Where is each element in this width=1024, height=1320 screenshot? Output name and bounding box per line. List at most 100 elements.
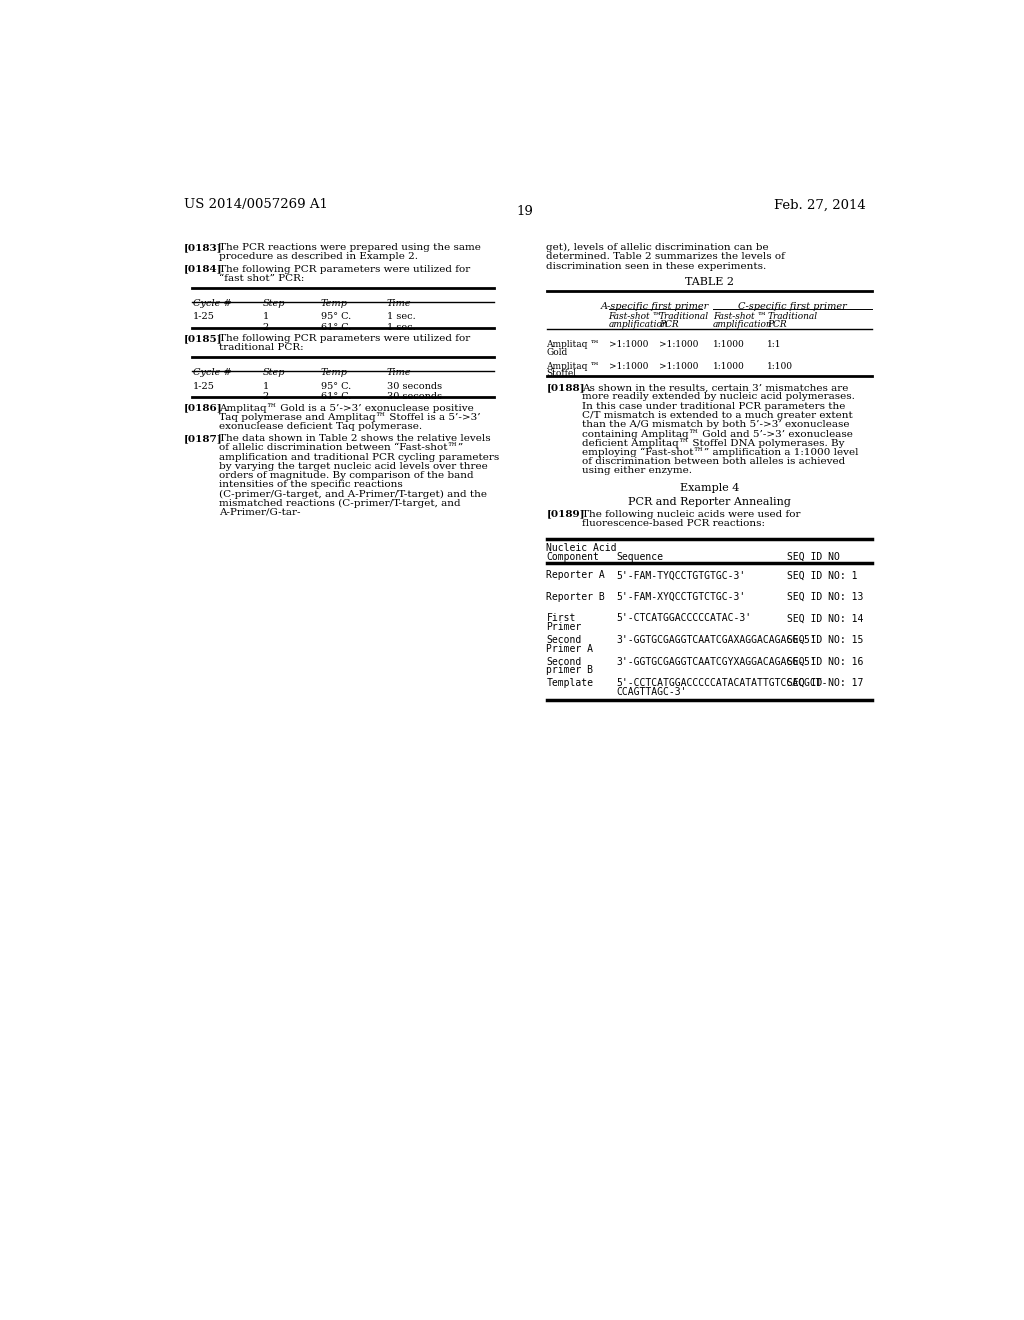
Text: than the A/G mismatch by both 5’->3’ exonuclease: than the A/G mismatch by both 5’->3’ exo… (583, 420, 850, 429)
Text: Example 4: Example 4 (680, 483, 739, 494)
Text: SEQ ID NO: 16: SEQ ID NO: 16 (786, 656, 863, 667)
Text: US 2014/0057269 A1: US 2014/0057269 A1 (183, 198, 328, 211)
Text: Primer: Primer (547, 622, 582, 632)
Text: Traditional: Traditional (658, 313, 709, 321)
Text: Step: Step (263, 368, 286, 376)
Text: 5'-FAM-TYQCCTGTGTGC-3': 5'-FAM-TYQCCTGTGTGC-3' (616, 570, 745, 581)
Text: [0187]: [0187] (183, 434, 222, 444)
Text: exonuclease deficient Taq polymerase.: exonuclease deficient Taq polymerase. (219, 422, 423, 430)
Text: Cycle #: Cycle # (194, 298, 231, 308)
Text: Second: Second (547, 635, 582, 645)
Text: SEQ ID NO: SEQ ID NO (786, 552, 840, 562)
Text: Feb. 27, 2014: Feb. 27, 2014 (774, 198, 866, 211)
Text: >1:1000: >1:1000 (608, 341, 648, 348)
Text: Template: Template (547, 678, 594, 688)
Text: PCR: PCR (767, 321, 787, 329)
Text: [0185]: [0185] (183, 334, 222, 343)
Text: Cycle #: Cycle # (194, 368, 231, 376)
Text: Step: Step (263, 298, 286, 308)
Text: of discrimination between both alleles is achieved: of discrimination between both alleles i… (583, 457, 846, 466)
Text: As shown in the results, certain 3’ mismatches are: As shown in the results, certain 3’ mism… (583, 383, 849, 392)
Text: [0184]: [0184] (183, 264, 222, 273)
Text: The following nucleic acids were used for: The following nucleic acids were used fo… (583, 510, 801, 519)
Text: C/T mismatch is extended to a much greater extent: C/T mismatch is extended to a much great… (583, 411, 853, 420)
Text: 1:1: 1:1 (767, 341, 782, 348)
Text: primer B: primer B (547, 665, 594, 675)
Text: discrimination seen in these experiments.: discrimination seen in these experiments… (547, 261, 767, 271)
Text: Primer A: Primer A (547, 644, 594, 653)
Text: more readily extended by nucleic acid polymerases.: more readily extended by nucleic acid po… (583, 392, 855, 401)
Text: using either enzyme.: using either enzyme. (583, 466, 692, 475)
Text: Second: Second (547, 656, 582, 667)
Text: The PCR reactions were prepared using the same: The PCR reactions were prepared using th… (219, 243, 481, 252)
Text: get), levels of allelic discrimination can be: get), levels of allelic discrimination c… (547, 243, 769, 252)
Text: SEQ ID NO: 14: SEQ ID NO: 14 (786, 614, 863, 623)
Text: >1:1000: >1:1000 (658, 362, 698, 371)
Text: Stoffel: Stoffel (547, 370, 577, 379)
Text: (C-primer/G-target, and A-Primer/T-target) and the: (C-primer/G-target, and A-Primer/T-targe… (219, 490, 487, 499)
Text: Amplitaq™ Gold is a 5’->3’ exonuclease positive: Amplitaq™ Gold is a 5’->3’ exonuclease p… (219, 404, 474, 413)
Text: 61° C.: 61° C. (321, 323, 351, 333)
Text: 2: 2 (263, 392, 269, 401)
Text: 95° C.: 95° C. (321, 381, 351, 391)
Text: >1:1000: >1:1000 (608, 362, 648, 371)
Text: SEQ ID NO: 17: SEQ ID NO: 17 (786, 678, 863, 688)
Text: 5'-FAM-XYQCCTGTCTGC-3': 5'-FAM-XYQCCTGTCTGC-3' (616, 591, 745, 602)
Text: Temp: Temp (321, 298, 348, 308)
Text: traditional PCR:: traditional PCR: (219, 343, 304, 352)
Text: 1 sec.: 1 sec. (387, 323, 416, 333)
Text: Traditional: Traditional (767, 313, 817, 321)
Text: Fast-shot ™: Fast-shot ™ (713, 313, 767, 321)
Text: 61° C.: 61° C. (321, 392, 351, 401)
Text: by varying the target nucleic acid levels over three: by varying the target nucleic acid level… (219, 462, 488, 471)
Text: Time: Time (387, 368, 412, 376)
Text: [0189]: [0189] (547, 510, 585, 519)
Text: The following PCR parameters were utilized for: The following PCR parameters were utiliz… (219, 264, 471, 273)
Text: containing Amplitaq™ Gold and 5’->3’ exonuclease: containing Amplitaq™ Gold and 5’->3’ exo… (583, 429, 853, 440)
Text: TABLE 2: TABLE 2 (685, 277, 734, 286)
Text: 3'-GGTGCGAGGTCAATCGAXAGGACAGACG-5': 3'-GGTGCGAGGTCAATCGAXAGGACAGACG-5' (616, 635, 816, 645)
Text: Time: Time (387, 298, 412, 308)
Text: 1:1000: 1:1000 (713, 362, 744, 371)
Text: Component: Component (547, 552, 599, 562)
Text: fluorescence-based PCR reactions:: fluorescence-based PCR reactions: (583, 519, 765, 528)
Text: Amplitaq ™: Amplitaq ™ (547, 341, 600, 348)
Text: Reporter A: Reporter A (547, 570, 605, 581)
Text: [0188]: [0188] (547, 383, 585, 392)
Text: SEQ ID NO: 13: SEQ ID NO: 13 (786, 591, 863, 602)
Text: A-Primer/G-tar-: A-Primer/G-tar- (219, 508, 301, 517)
Text: procedure as described in Example 2.: procedure as described in Example 2. (219, 252, 419, 261)
Text: 1-25: 1-25 (194, 313, 215, 321)
Text: 1 sec.: 1 sec. (387, 313, 416, 321)
Text: 30 seconds: 30 seconds (387, 392, 442, 401)
Text: Amplitaq ™: Amplitaq ™ (547, 362, 600, 371)
Text: amplification: amplification (608, 321, 668, 329)
Text: 5'-CCTCATGGACCCCCATACATATTGTCCACGCT-: 5'-CCTCATGGACCCCCATACATATTGTCCACGCT- (616, 678, 827, 688)
Text: 30 seconds: 30 seconds (387, 381, 442, 391)
Text: amplification and traditional PCR cycling parameters: amplification and traditional PCR cyclin… (219, 453, 500, 462)
Text: orders of magnitude. By comparison of the band: orders of magnitude. By comparison of th… (219, 471, 474, 480)
Text: >1:1000: >1:1000 (658, 341, 698, 348)
Text: mismatched reactions (C-primer/T-target, and: mismatched reactions (C-primer/T-target,… (219, 499, 461, 508)
Text: Gold: Gold (547, 348, 567, 356)
Text: [0183]: [0183] (183, 243, 222, 252)
Text: Sequence: Sequence (616, 552, 664, 562)
Text: employing “Fast-shot™” amplification a 1:1000 level: employing “Fast-shot™” amplification a 1… (583, 447, 859, 458)
Text: amplification: amplification (713, 321, 773, 329)
Text: Reporter B: Reporter B (547, 591, 605, 602)
Text: The data shown in Table 2 shows the relative levels: The data shown in Table 2 shows the rela… (219, 434, 492, 444)
Text: 2: 2 (263, 323, 269, 333)
Text: [0186]: [0186] (183, 404, 222, 412)
Text: “fast shot” PCR:: “fast shot” PCR: (219, 275, 305, 282)
Text: CCAGTTAGC-3': CCAGTTAGC-3' (616, 686, 687, 697)
Text: 1:100: 1:100 (767, 362, 794, 371)
Text: 1-25: 1-25 (194, 381, 215, 391)
Text: deficient Amplitaq™ Stoffel DNA polymerases. By: deficient Amplitaq™ Stoffel DNA polymera… (583, 438, 845, 449)
Text: A-specific first primer: A-specific first primer (601, 302, 710, 310)
Text: 1: 1 (263, 313, 269, 321)
Text: PCR and Reporter Annealing: PCR and Reporter Annealing (628, 498, 791, 507)
Text: PCR: PCR (658, 321, 679, 329)
Text: 95° C.: 95° C. (321, 313, 351, 321)
Text: Fast-shot ™: Fast-shot ™ (608, 313, 662, 321)
Text: 19: 19 (516, 205, 534, 218)
